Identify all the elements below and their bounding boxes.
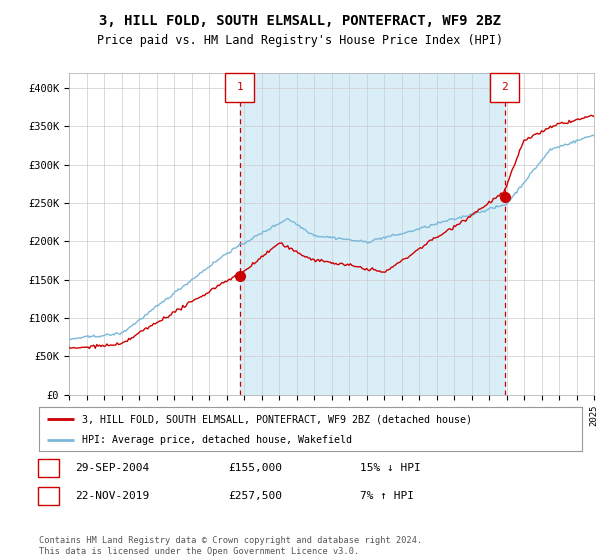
Text: Price paid vs. HM Land Registry's House Price Index (HPI): Price paid vs. HM Land Registry's House … <box>97 34 503 46</box>
Text: Contains HM Land Registry data © Crown copyright and database right 2024.
This d: Contains HM Land Registry data © Crown c… <box>39 536 422 556</box>
Text: HPI: Average price, detached house, Wakefield: HPI: Average price, detached house, Wake… <box>82 435 352 445</box>
Text: 3, HILL FOLD, SOUTH ELMSALL, PONTEFRACT, WF9 2BZ (detached house): 3, HILL FOLD, SOUTH ELMSALL, PONTEFRACT,… <box>82 414 472 424</box>
Text: 1: 1 <box>236 82 243 92</box>
FancyBboxPatch shape <box>225 73 254 102</box>
Text: 2: 2 <box>501 82 508 92</box>
Text: 1: 1 <box>45 463 52 473</box>
Text: 22-NOV-2019: 22-NOV-2019 <box>75 491 149 501</box>
Text: £257,500: £257,500 <box>228 491 282 501</box>
Text: £155,000: £155,000 <box>228 463 282 473</box>
Text: 29-SEP-2004: 29-SEP-2004 <box>75 463 149 473</box>
FancyBboxPatch shape <box>490 73 519 102</box>
Text: 7% ↑ HPI: 7% ↑ HPI <box>360 491 414 501</box>
Text: 2: 2 <box>45 491 52 501</box>
Text: 3, HILL FOLD, SOUTH ELMSALL, PONTEFRACT, WF9 2BZ: 3, HILL FOLD, SOUTH ELMSALL, PONTEFRACT,… <box>99 14 501 28</box>
Text: 15% ↓ HPI: 15% ↓ HPI <box>360 463 421 473</box>
